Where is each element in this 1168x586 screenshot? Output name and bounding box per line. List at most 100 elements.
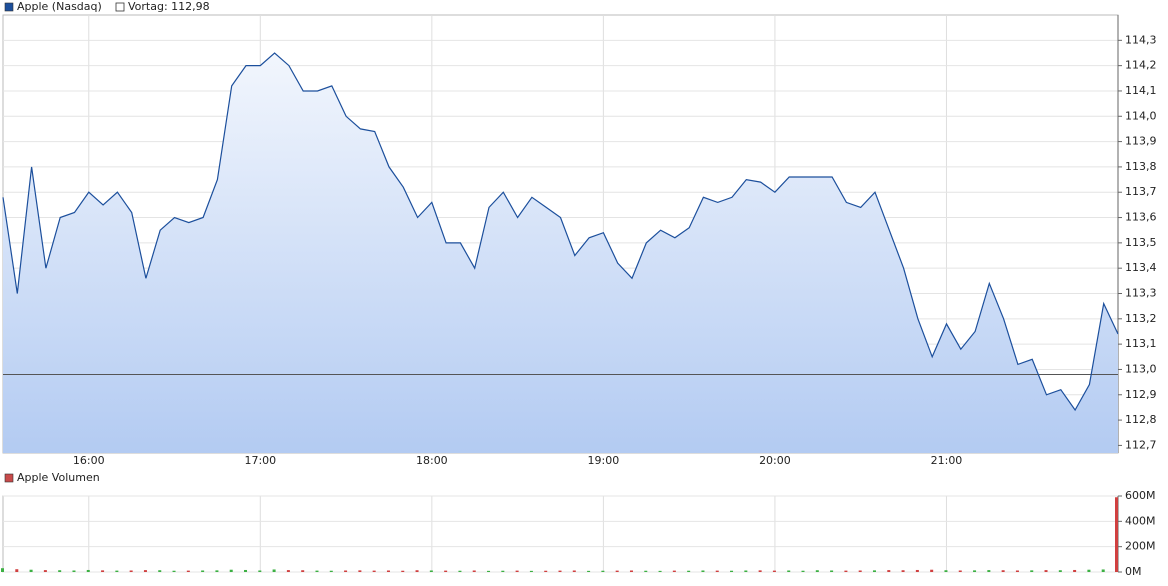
volume-bar	[615, 570, 619, 572]
y-tick-label: 113,8	[1125, 160, 1157, 173]
volume-bar	[1115, 497, 1118, 572]
volume-bar	[286, 570, 290, 572]
volume-bar	[801, 570, 805, 572]
volume-bar	[458, 570, 462, 572]
volume-bar	[444, 570, 448, 572]
y-tick-label: 200M	[1125, 540, 1156, 553]
volume-bar	[730, 570, 734, 572]
y-tick-label: 113,3	[1125, 286, 1157, 299]
y-tick-label: 114,0	[1125, 109, 1157, 122]
volume-bar	[515, 570, 519, 572]
volume-bar	[58, 570, 62, 572]
volume-bar	[1030, 570, 1034, 572]
volume-bar	[830, 570, 834, 572]
volume-bar	[415, 570, 419, 572]
volume-bar	[1087, 569, 1091, 572]
x-tick-label: 18:00	[416, 454, 448, 467]
y-tick-label: 600M	[1125, 489, 1156, 502]
volume-bar	[1, 568, 4, 572]
volume-bar	[101, 570, 105, 572]
volume-bar	[172, 570, 176, 572]
y-tick-label: 113,7	[1125, 185, 1157, 198]
volume-bar	[930, 569, 934, 572]
y-tick-label: 112,7	[1125, 438, 1157, 451]
volume-bar	[358, 570, 362, 572]
legend-label: Apple (Nasdaq)	[17, 0, 102, 13]
y-tick-label: 0M	[1125, 565, 1142, 578]
volume-bar	[429, 570, 433, 572]
volume-bar	[1058, 570, 1062, 572]
volume-bar	[301, 570, 305, 572]
volume-bar	[687, 570, 691, 572]
volume-bar	[758, 570, 762, 572]
volume-bar	[1015, 570, 1019, 572]
y-tick-label: 114,2	[1125, 59, 1157, 72]
volume-bar	[143, 570, 147, 572]
volume-bar	[158, 570, 162, 572]
volume-bar	[844, 570, 848, 572]
volume-bar	[72, 570, 76, 572]
volume-bar	[43, 570, 47, 572]
y-tick-label: 113,9	[1125, 135, 1157, 148]
volume-bar	[958, 570, 962, 572]
volume-bar	[129, 570, 133, 572]
volume-bar	[29, 569, 33, 572]
volume-bar	[901, 570, 905, 572]
volume-bar	[815, 570, 819, 572]
volume-bar	[315, 570, 319, 572]
volume-bar	[86, 569, 90, 572]
volume-bar	[229, 569, 233, 572]
volume-bar	[1001, 570, 1005, 572]
volume-bar	[644, 570, 648, 572]
volume-bar	[973, 570, 977, 572]
volume-bar	[1044, 570, 1048, 572]
volume-bar	[215, 570, 219, 572]
legend-swatch	[4, 2, 14, 12]
volume-bar	[858, 570, 862, 572]
x-tick-label: 17:00	[244, 454, 276, 467]
volume-bar	[272, 569, 276, 572]
y-tick-label: 113,0	[1125, 362, 1157, 375]
volume-bar	[329, 570, 333, 572]
volume-bar	[487, 570, 491, 572]
price-line	[2, 52, 1119, 412]
volume-bar	[772, 570, 776, 572]
volume-bar	[115, 570, 119, 572]
y-tick-label: 400M	[1125, 514, 1156, 527]
legend-swatch	[115, 2, 125, 12]
volume-bar	[587, 570, 591, 572]
volume-bar	[529, 570, 533, 572]
y-tick-label: 114,1	[1125, 84, 1157, 97]
volume-bar	[744, 570, 748, 572]
volume-bar	[915, 569, 919, 572]
volume-bar	[787, 570, 791, 572]
volume-bar	[629, 570, 633, 572]
volume-bar	[544, 570, 548, 572]
volume-bar	[887, 570, 891, 572]
volume-bar	[715, 570, 719, 572]
plot-area	[2, 495, 1119, 573]
y-tick-label: 112,8	[1125, 413, 1157, 426]
volume-bar	[701, 570, 705, 572]
volume-bar	[244, 569, 248, 572]
volume-bar	[987, 570, 991, 572]
x-tick-label: 21:00	[931, 454, 963, 467]
volume-bar	[15, 569, 19, 572]
volume-bar	[1101, 569, 1105, 572]
legend-label: Apple Volumen	[17, 471, 100, 484]
legend-swatch	[4, 473, 14, 483]
legend-label: Vortag: 112,98	[128, 0, 210, 13]
area-fill	[3, 53, 1118, 453]
volume-bar	[386, 570, 390, 572]
volume-bar	[472, 570, 476, 572]
y-tick-label: 112,9	[1125, 388, 1157, 401]
volume-bar	[201, 570, 205, 572]
volume-bar	[601, 570, 605, 572]
y-tick-label: 113,6	[1125, 211, 1157, 224]
volume-bar	[558, 570, 562, 572]
volume-bar	[344, 570, 348, 572]
volume-bar	[401, 570, 405, 572]
y-tick-label: 113,1	[1125, 337, 1157, 350]
